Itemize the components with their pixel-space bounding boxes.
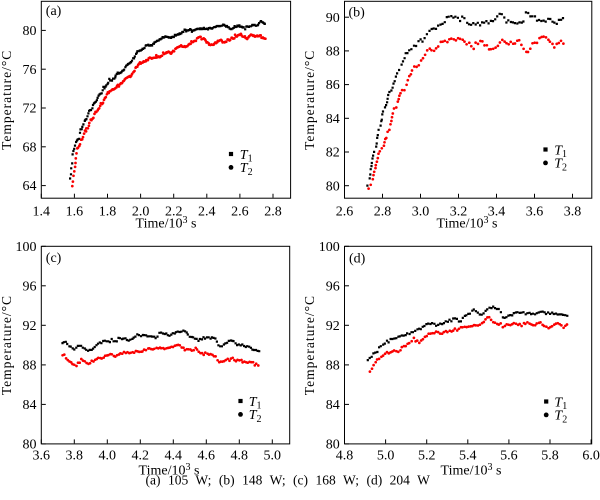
- svg-text:5.8: 5.8: [541, 448, 559, 463]
- svg-text:76: 76: [23, 63, 37, 78]
- svg-text:(a): (a): [46, 4, 62, 19]
- svg-text:5.0: 5.0: [377, 448, 395, 463]
- svg-text:(a) 105 W; (b) 148 W; (c) 168: (a) 105 W; (b) 148 W; (c) 168 W; (d) 204…: [145, 472, 430, 487]
- svg-text:82: 82: [326, 146, 340, 161]
- svg-text:80: 80: [23, 438, 37, 453]
- svg-text:5.6: 5.6: [500, 448, 518, 463]
- svg-text:3.8: 3.8: [564, 205, 582, 220]
- svg-text:3.4: 3.4: [488, 205, 506, 220]
- svg-text:5.4: 5.4: [459, 448, 477, 463]
- svg-text:100: 100: [16, 240, 37, 255]
- svg-text:84: 84: [326, 112, 340, 127]
- svg-text:2.8: 2.8: [264, 205, 282, 220]
- svg-text:Time/103 s: Time/103 s: [136, 215, 197, 232]
- svg-text:64: 64: [23, 179, 37, 194]
- svg-text:68: 68: [23, 140, 37, 155]
- svg-text:3.0: 3.0: [412, 205, 430, 220]
- svg-text:90: 90: [326, 11, 340, 26]
- svg-text:5.2: 5.2: [418, 448, 436, 463]
- svg-text:Time/103 s: Time/103 s: [441, 462, 502, 479]
- svg-text:2.6: 2.6: [336, 205, 354, 220]
- svg-text:4.0: 4.0: [99, 448, 117, 463]
- svg-text:(b): (b): [349, 6, 366, 21]
- svg-text:84: 84: [23, 398, 37, 413]
- svg-text:1.6: 1.6: [66, 205, 84, 220]
- svg-text:4.8: 4.8: [231, 448, 249, 463]
- svg-text:2.6: 2.6: [231, 205, 249, 220]
- svg-text:3.8: 3.8: [66, 448, 84, 463]
- svg-text:2.8: 2.8: [374, 205, 392, 220]
- svg-text:Temperature/°C: Temperature/°C: [0, 50, 14, 150]
- svg-text:4.6: 4.6: [198, 448, 216, 463]
- svg-text:2.2: 2.2: [165, 205, 183, 220]
- svg-text:88: 88: [23, 359, 37, 374]
- svg-text:2.0: 2.0: [132, 205, 150, 220]
- svg-text:92: 92: [326, 319, 340, 334]
- svg-text:3.6: 3.6: [33, 448, 51, 463]
- svg-text:Temperature/°C: Temperature/°C: [0, 295, 14, 395]
- svg-text:2.4: 2.4: [198, 205, 216, 220]
- svg-text:Temperature/°C: Temperature/°C: [302, 295, 317, 395]
- svg-text:96: 96: [23, 279, 37, 294]
- svg-text:(c): (c): [46, 251, 62, 266]
- svg-text:84: 84: [326, 398, 340, 413]
- svg-text:Time/103 s: Time/103 s: [139, 462, 200, 479]
- svg-text:96: 96: [326, 279, 340, 294]
- svg-text:6.0: 6.0: [582, 448, 600, 463]
- svg-text:86: 86: [326, 78, 340, 93]
- svg-text:72: 72: [23, 102, 37, 117]
- svg-text:3.2: 3.2: [450, 205, 468, 220]
- svg-text:88: 88: [326, 359, 340, 374]
- svg-text:4.2: 4.2: [132, 448, 150, 463]
- svg-text:(d): (d): [349, 251, 366, 266]
- svg-text:100: 100: [319, 240, 340, 255]
- svg-text:1.8: 1.8: [99, 205, 117, 220]
- svg-text:92: 92: [23, 319, 37, 334]
- svg-text:80: 80: [326, 438, 340, 453]
- svg-text:5.0: 5.0: [264, 448, 282, 463]
- svg-text:4.4: 4.4: [165, 448, 183, 463]
- svg-text:Time/103 s: Time/103 s: [437, 215, 498, 232]
- svg-text:1.4: 1.4: [33, 205, 51, 220]
- svg-text:80: 80: [326, 179, 340, 194]
- svg-text:4.8: 4.8: [336, 448, 354, 463]
- svg-text:3.6: 3.6: [526, 205, 544, 220]
- svg-text:88: 88: [326, 45, 340, 60]
- svg-text:80: 80: [23, 24, 37, 39]
- svg-text:Temperature/°C: Temperature/°C: [302, 50, 317, 150]
